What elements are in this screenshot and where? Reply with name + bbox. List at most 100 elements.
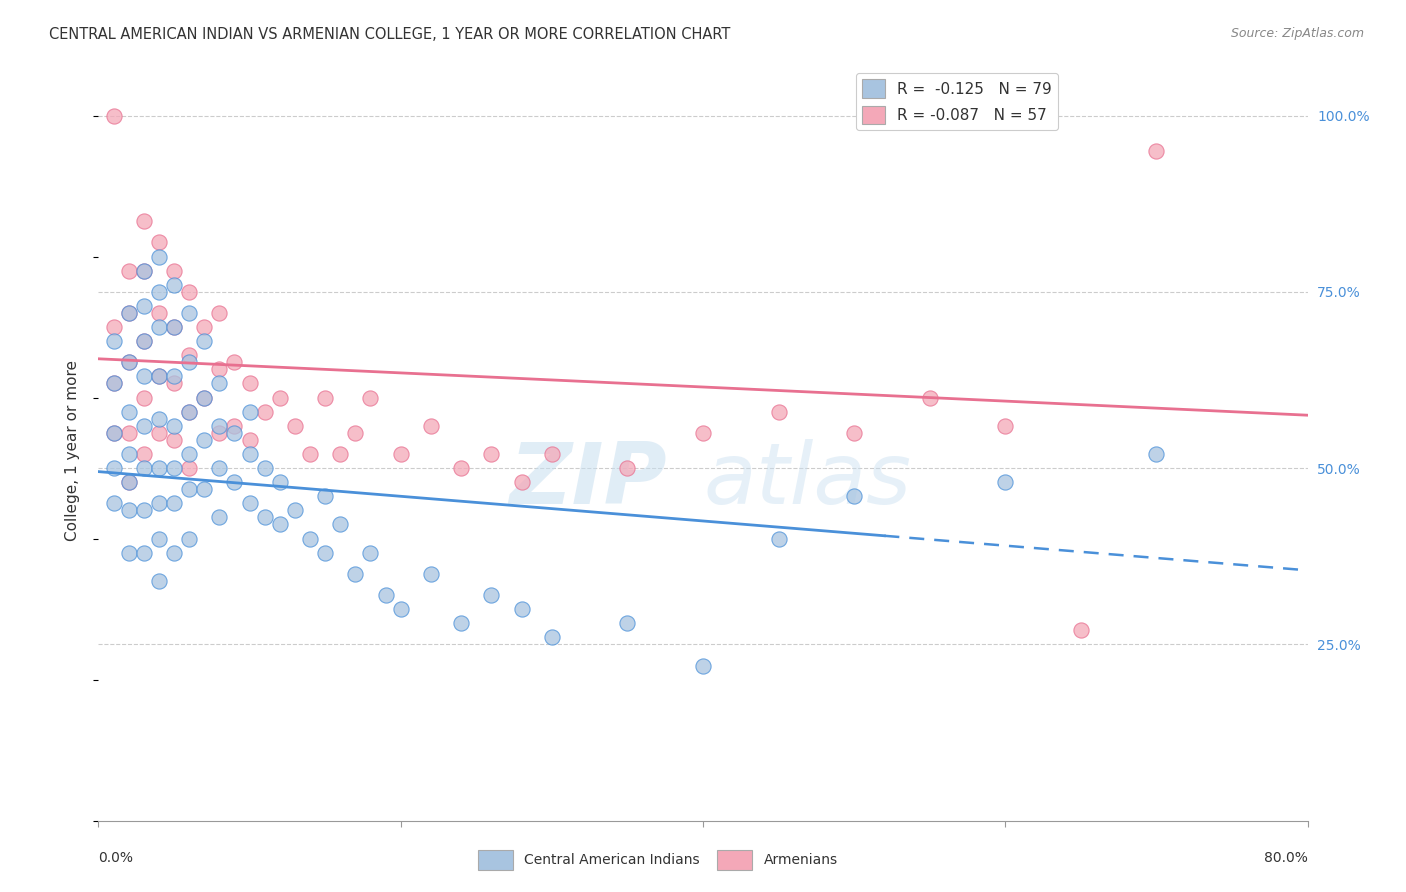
Point [118, 405, 141, 419]
Point [103, 334, 125, 348]
Point [299, 532, 322, 546]
Point [208, 418, 231, 433]
Point [132, 369, 155, 384]
Point [148, 250, 170, 264]
Point [344, 566, 367, 581]
Point [179, 355, 201, 369]
Point [118, 263, 141, 277]
Point [193, 334, 215, 348]
Point [481, 447, 503, 461]
Point [103, 425, 125, 440]
Point [148, 532, 170, 546]
Point [269, 517, 291, 532]
Point [224, 475, 246, 490]
Point [253, 510, 276, 524]
Point [148, 496, 170, 510]
Point [179, 405, 201, 419]
Point [389, 447, 412, 461]
Point [540, 447, 562, 461]
Point [253, 405, 276, 419]
Point [208, 425, 231, 440]
Point [420, 566, 443, 581]
Point [193, 482, 215, 496]
Point [329, 517, 352, 532]
Point [118, 447, 141, 461]
Point [224, 355, 246, 369]
Point [918, 391, 941, 405]
Point [616, 461, 638, 475]
Point [692, 425, 714, 440]
Point [179, 532, 201, 546]
Point [132, 263, 155, 277]
Point [163, 320, 186, 334]
Point [163, 376, 186, 391]
Point [344, 425, 367, 440]
Point [360, 546, 382, 560]
Point [179, 461, 201, 475]
Point [163, 461, 186, 475]
Point [208, 362, 231, 376]
Point [616, 616, 638, 631]
Point [193, 391, 215, 405]
Point [269, 475, 291, 490]
Point [132, 461, 155, 475]
Text: atlas: atlas [703, 439, 911, 522]
Point [118, 425, 141, 440]
Point [208, 510, 231, 524]
Point [1144, 447, 1167, 461]
Point [179, 348, 201, 362]
Point [132, 503, 155, 517]
Point [239, 496, 262, 510]
Point [1070, 624, 1092, 638]
Point [163, 433, 186, 447]
Point [103, 376, 125, 391]
Point [1144, 144, 1167, 158]
Point [179, 285, 201, 299]
Point [450, 461, 472, 475]
Point [132, 391, 155, 405]
Point [103, 320, 125, 334]
Text: Source: ZipAtlas.com: Source: ZipAtlas.com [1230, 27, 1364, 40]
Legend: R =  -0.125   N = 79, R = -0.087   N = 57: R = -0.125 N = 79, R = -0.087 N = 57 [856, 73, 1059, 130]
Point [132, 334, 155, 348]
Point [163, 320, 186, 334]
Point [118, 546, 141, 560]
Point [132, 447, 155, 461]
Point [208, 461, 231, 475]
Point [239, 447, 262, 461]
Point [163, 277, 186, 292]
Point [148, 306, 170, 320]
Point [420, 418, 443, 433]
Point [103, 376, 125, 391]
Point [118, 503, 141, 517]
Point [148, 235, 170, 250]
Point [148, 574, 170, 588]
Point [118, 355, 141, 369]
Point [510, 475, 533, 490]
Point [118, 306, 141, 320]
Text: ZIP: ZIP [509, 439, 666, 522]
Point [132, 418, 155, 433]
Point [994, 475, 1017, 490]
Point [118, 475, 141, 490]
Point [163, 546, 186, 560]
Point [148, 425, 170, 440]
Point [239, 405, 262, 419]
Point [253, 461, 276, 475]
Point [314, 391, 336, 405]
Point [148, 411, 170, 425]
Point [163, 369, 186, 384]
Point [208, 376, 231, 391]
Point [481, 588, 503, 602]
Point [163, 496, 186, 510]
Point [994, 418, 1017, 433]
Point [193, 433, 215, 447]
Point [132, 214, 155, 228]
Point [224, 425, 246, 440]
Point [284, 503, 307, 517]
Point [692, 658, 714, 673]
Point [103, 461, 125, 475]
Point [118, 355, 141, 369]
Point [844, 425, 866, 440]
Point [193, 320, 215, 334]
